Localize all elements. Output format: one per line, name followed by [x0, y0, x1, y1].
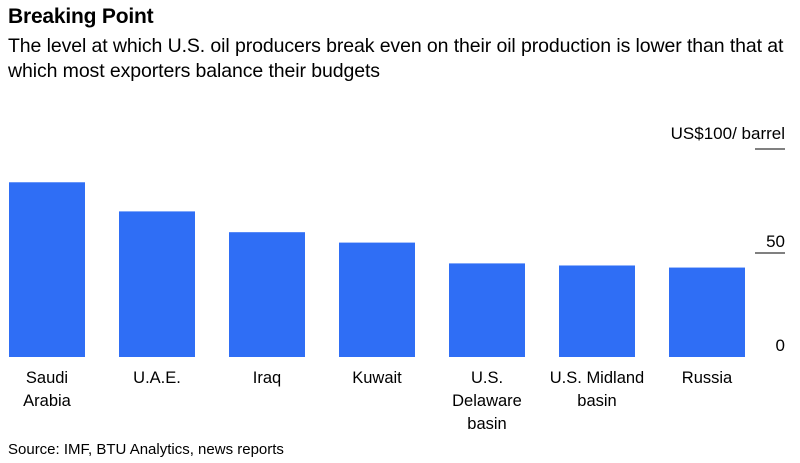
category-label: Russia	[682, 369, 733, 387]
bar-u-a-e	[119, 211, 195, 357]
bars-layer	[9, 182, 745, 357]
bar-u-s-delaware-basin	[449, 263, 525, 357]
category-label: U.S. Midland basin	[550, 369, 644, 410]
y-tick-label: 0	[776, 336, 785, 355]
bar-russia	[669, 267, 745, 357]
bar-kuwait	[339, 242, 415, 357]
category-label: U.S. Delaware basin	[452, 369, 522, 433]
category-label: Iraq	[253, 369, 281, 387]
source-note: Source: IMF, BTU Analytics, news reports	[8, 441, 284, 458]
x-axis-labels: Saudi Arabia U.A.E. Iraq Kuwait U.S. Delaware b…	[23, 369, 733, 433]
category-label: Kuwait	[352, 369, 402, 387]
category-label: U.A.E.	[133, 369, 181, 387]
chart-title: Breaking Point	[8, 5, 154, 28]
y-axis: 0 50 US$100/ barrel	[671, 124, 785, 355]
y-tick-label: 50	[766, 232, 785, 251]
category-label: Saudi Arabia	[23, 369, 72, 410]
y-unit-label: US$100/ barrel	[671, 124, 785, 143]
bar-u-s-midland-basin	[559, 265, 635, 357]
chart-subtitle: The level at which U.S. oil producers br…	[8, 35, 784, 82]
bar-saudi-arabia	[9, 182, 85, 357]
bar-iraq	[229, 232, 305, 357]
